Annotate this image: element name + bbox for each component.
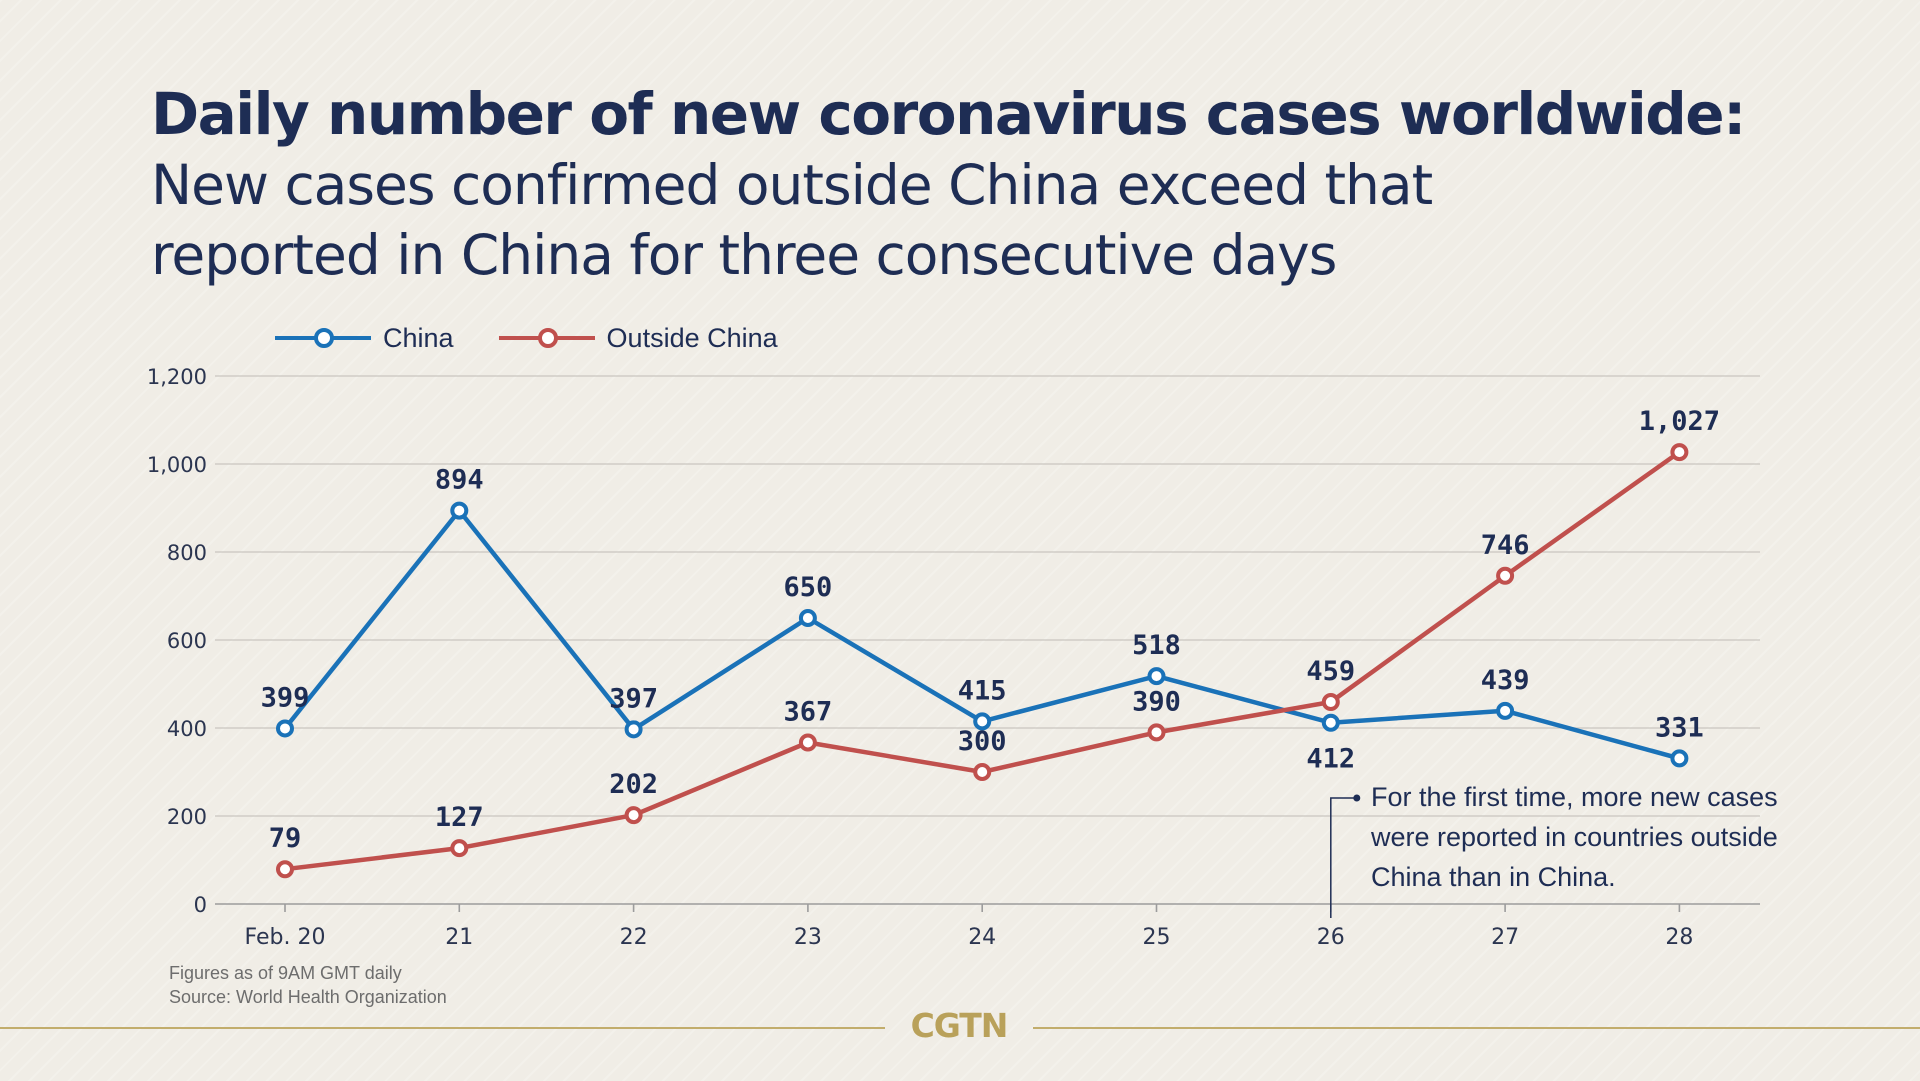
footnote: Figures as of 9AM GMT daily Source: Worl… <box>169 961 447 1009</box>
legend-swatch-china <box>275 328 371 348</box>
point-outside-china <box>973 763 992 781</box>
x-tick-label: 24 <box>968 925 996 950</box>
point-outside-china <box>276 860 294 879</box>
y-tick-label: 600 <box>167 629 207 653</box>
title-block: Daily number of new coronavirus cases wo… <box>151 78 1851 290</box>
data-label-outside-china: 202 <box>609 769 658 800</box>
legend-marker-china-icon <box>314 328 334 348</box>
x-tick-label: 26 <box>1317 925 1345 950</box>
series-layer <box>276 443 1689 879</box>
y-tick-label: 1,000 <box>147 453 207 477</box>
legend-label-china: China <box>383 322 454 353</box>
data-label-outside-china: 1,027 <box>1639 406 1720 437</box>
annotation-text: For the first time, more new cases were … <box>1371 782 1778 892</box>
point-outside-china <box>1496 566 1515 585</box>
x-tick-label: 27 <box>1491 925 1519 950</box>
data-label-china: 331 <box>1655 712 1704 743</box>
x-tick-label: 28 <box>1665 925 1693 950</box>
legend-swatch-outside-china <box>498 328 595 348</box>
point-outside-china <box>624 806 643 825</box>
data-label-outside-china: 367 <box>784 697 833 728</box>
annotation-dot-icon <box>1353 794 1361 802</box>
y-tick-label: 200 <box>167 805 207 829</box>
legend-marker-outside-china-icon <box>537 328 558 348</box>
data-label-china: 412 <box>1306 744 1355 775</box>
legend-item-outside-china: Outside China <box>498 322 778 354</box>
point-china <box>624 720 643 739</box>
legend-label-outside-china: Outside China <box>606 322 778 353</box>
data-label-outside-china: 127 <box>435 802 484 833</box>
legend-item-china: China <box>275 323 454 354</box>
x-tick-label: 23 <box>794 925 822 950</box>
annotation-leader <box>1330 794 1361 918</box>
footer-rule-right <box>1033 1027 1920 1029</box>
footnote-note: Figures as of 9AM GMT daily <box>169 963 402 983</box>
x-tick-label: Feb. 20 <box>245 925 326 950</box>
data-label-outside-china: 746 <box>1481 530 1530 561</box>
point-outside-china <box>1670 443 1689 462</box>
data-label-outside-china: 459 <box>1306 656 1355 687</box>
chart-subtitle: New cases confirmed outside China exceed… <box>151 153 1433 287</box>
data-label-outside-china: 390 <box>1132 686 1181 717</box>
point-outside-china <box>1147 723 1166 742</box>
point-china <box>1496 701 1515 720</box>
point-china <box>450 501 469 520</box>
x-tick-label: 22 <box>620 925 648 950</box>
x-tick-label: 21 <box>445 925 473 950</box>
data-label-china: 894 <box>435 465 484 496</box>
y-tick-label: 400 <box>167 717 207 741</box>
data-label-layer: 399 894 397 650 415 518 412 439 331 79 127 202 367 30… <box>261 406 1720 854</box>
data-label-china: 399 <box>261 682 310 713</box>
data-label-outside-china: 300 <box>958 726 1007 757</box>
legend: China Outside China <box>275 318 823 358</box>
y-tick-label: 1,200 <box>147 365 207 389</box>
footnote-source: Source: World Health Organization <box>169 987 447 1007</box>
point-china <box>973 712 992 731</box>
point-china <box>1670 749 1689 768</box>
cgtn-logo: CGTN <box>910 1006 1009 1045</box>
annotation-leader-line <box>1330 797 1357 918</box>
footer-rule-left <box>0 1027 885 1029</box>
data-label-china: 518 <box>1132 630 1181 661</box>
y-tick-label: 0 <box>194 893 207 917</box>
x-tick-label: 25 <box>1143 925 1171 950</box>
point-china <box>276 719 294 738</box>
data-label-china: 415 <box>958 675 1007 706</box>
y-tick-label: 800 <box>167 541 207 565</box>
data-label-china: 397 <box>609 683 658 714</box>
point-china <box>1147 667 1166 686</box>
data-label-china: 439 <box>1481 665 1530 696</box>
point-outside-china <box>1321 693 1340 712</box>
point-outside-china <box>450 839 469 858</box>
chart-title: Daily number of new coronavirus cases wo… <box>151 80 1746 148</box>
point-china <box>798 609 817 627</box>
point-china <box>1321 713 1340 732</box>
data-label-china: 650 <box>784 572 833 603</box>
point-outside-china <box>798 733 817 752</box>
data-label-outside-china: 79 <box>269 823 302 854</box>
